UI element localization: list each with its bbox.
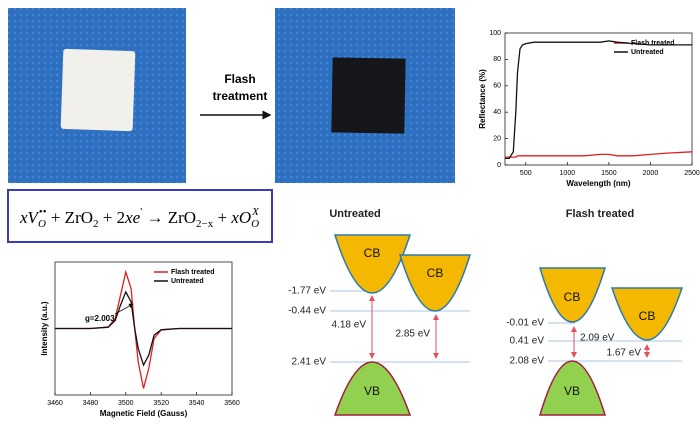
energy-level: -0.44 eV <box>288 306 326 317</box>
plot-frame <box>504 32 693 166</box>
x-tick-label: 500 <box>520 170 532 177</box>
y-tick-label: 100 <box>489 30 501 37</box>
x-tick-label: 3540 <box>189 400 205 407</box>
band-diagram: Flash treated CB CB VB -0.01 eV 0.41 eV … <box>506 208 684 416</box>
x-axis-label: Wavelength (nm) <box>566 179 630 188</box>
x-tick-label: 2500 <box>684 170 700 177</box>
energy-level: -0.01 eV <box>506 318 544 329</box>
y-tick-label: 60 <box>493 83 501 90</box>
data-line <box>55 269 232 389</box>
band-diagram: Untreated CB CB VB -1.77 eV -0.44 eV 2.4… <box>288 208 472 416</box>
process-label: treatment <box>213 89 268 103</box>
diagram-title: Flash treated <box>566 208 634 220</box>
photo-untreated <box>8 8 186 183</box>
y-axis-label: Reflectance (%) <box>478 69 487 129</box>
x-tick-label: 3460 <box>47 400 63 407</box>
legend-label: Flash treated <box>171 269 215 276</box>
equation-box <box>7 189 273 243</box>
x-axis-label: Magnetic Field (Gauss) <box>100 409 188 418</box>
legend-label: Untreated <box>171 278 204 285</box>
y-tick-label: 0 <box>497 162 501 169</box>
diagram-title: Untreated <box>329 208 380 220</box>
process-label: Flash <box>224 72 255 86</box>
y-tick-label: 40 <box>493 109 501 116</box>
band-label: CB <box>364 246 381 260</box>
gap-label: 2.85 eV <box>396 329 431 340</box>
y-tick-label: 20 <box>493 135 501 142</box>
energy-level: 0.41 eV <box>510 336 545 347</box>
y-axis-label: Intensity (a.u.) <box>40 301 49 356</box>
gap-label: 2.09 eV <box>580 333 615 344</box>
band-label: CB <box>639 309 656 323</box>
annotation: g=2.003 <box>85 314 115 323</box>
x-tick-label: 3520 <box>153 400 169 407</box>
y-tick-label: 80 <box>493 56 501 63</box>
annotation-arrow <box>114 303 134 315</box>
x-tick-label: 3560 <box>224 400 240 407</box>
x-tick-label: 2000 <box>643 170 659 177</box>
data-line <box>55 290 232 367</box>
legend-label: Untreated <box>631 49 664 56</box>
band-label: VB <box>364 384 380 398</box>
gap-label: 1.67 eV <box>607 348 642 359</box>
energy-level: -1.77 eV <box>288 286 326 297</box>
data-line <box>505 40 692 160</box>
legend-label: Flash treated <box>631 40 675 47</box>
data-line <box>505 151 693 158</box>
energy-level: 2.08 eV <box>510 356 545 367</box>
band-label: CB <box>427 266 444 280</box>
photo-treated <box>275 8 455 183</box>
x-tick-label: 3480 <box>83 400 99 407</box>
energy-level: 2.41 eV <box>292 357 327 368</box>
band-label: CB <box>564 290 581 304</box>
x-tick-label: 1500 <box>601 170 617 177</box>
gap-label: 4.18 eV <box>332 320 367 331</box>
x-tick-label: 3500 <box>118 400 134 407</box>
band-label: VB <box>564 384 580 398</box>
equation: xVO•• + ZrO2 + 2xe' → ZrO2−x + xOOX <box>19 206 260 230</box>
x-tick-label: 1000 <box>560 170 576 177</box>
